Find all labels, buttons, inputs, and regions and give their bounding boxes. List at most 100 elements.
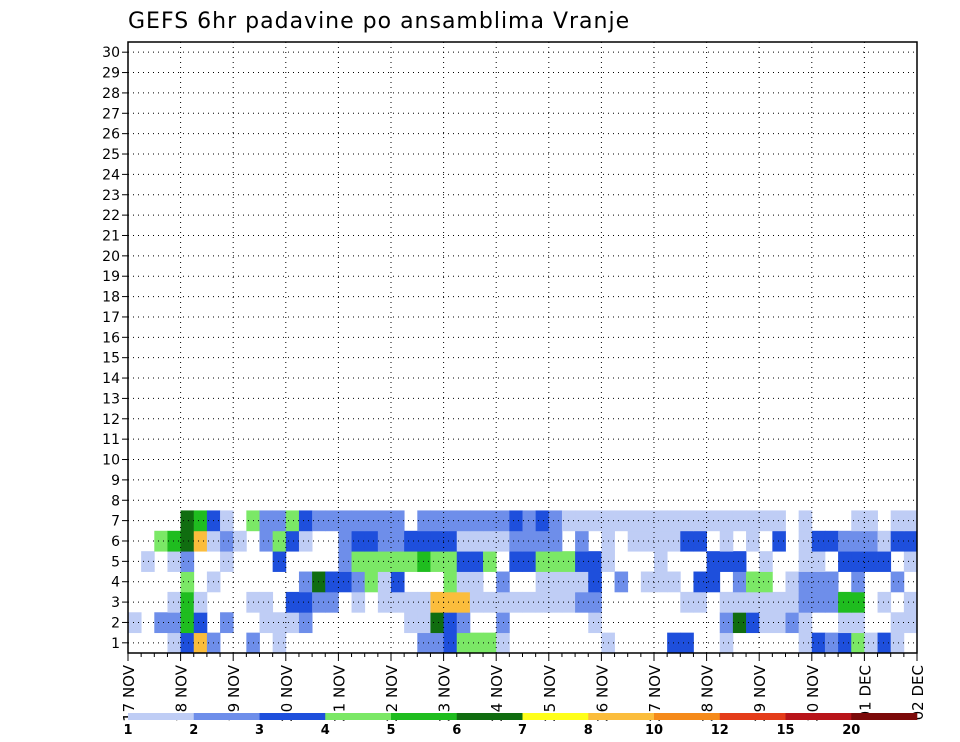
y-tick-label: 4: [111, 575, 120, 591]
heatmap-cell: [364, 551, 379, 572]
colorbar-label: 7: [518, 723, 527, 738]
heatmap-cell: [469, 530, 484, 552]
heatmap-cell: [903, 510, 918, 532]
y-tick-label: 24: [102, 167, 120, 183]
y-tick-label: 18: [102, 290, 120, 306]
heatmap-cell: [180, 510, 195, 532]
heatmap-cell: [890, 612, 905, 634]
heatmap-cell: [654, 571, 668, 593]
heatmap-cell: [903, 530, 918, 552]
colorbar-swatch: [654, 713, 721, 720]
colorbar-swatch: [785, 713, 852, 720]
heatmap-cell: [443, 530, 458, 552]
heatmap-cell: [430, 530, 444, 552]
x-tick-label: 21 NOV: [330, 664, 348, 722]
heatmap-cell: [220, 551, 234, 572]
y-tick-label: 30: [102, 45, 120, 61]
heatmap-cell: [469, 510, 484, 532]
colorbar-swatch: [193, 713, 260, 720]
heatmap-cell: [759, 612, 773, 634]
y-tick-label: 22: [102, 208, 120, 224]
heatmap-cell: [732, 612, 747, 634]
heatmap-cell: [824, 632, 839, 654]
heatmap-cell: [785, 571, 800, 593]
heatmap-cell: [417, 510, 431, 532]
heatmap-cell: [417, 551, 431, 572]
x-tick-label: 22 NOV: [383, 664, 401, 722]
heatmap-cell: [548, 551, 563, 572]
heatmap-cell: [824, 591, 839, 613]
colorbar-swatch: [128, 713, 195, 720]
heatmap-cell: [298, 510, 313, 532]
colorbar-label: 4: [321, 723, 330, 738]
y-tick-label: 8: [111, 493, 120, 509]
heatmap-cell: [180, 530, 195, 552]
heatmap-cell: [509, 551, 523, 572]
colorbar-label: 10: [645, 723, 663, 738]
heatmap-cell: [772, 510, 786, 532]
heatmap-cell: [259, 530, 274, 552]
heatmap-cell: [719, 591, 734, 613]
colorbar-label: 8: [584, 723, 593, 738]
colorbar-label: 6: [452, 723, 461, 738]
x-tick-label: 24 NOV: [488, 664, 506, 722]
heatmap-cell: [128, 612, 142, 634]
heatmap-cell: [272, 632, 287, 654]
heatmap-cell: [298, 571, 313, 593]
heatmap-cell: [338, 530, 352, 552]
y-tick-label: 13: [102, 391, 120, 407]
heatmap-cell: [496, 612, 510, 634]
heatmap-cell: [220, 510, 234, 532]
y-tick-label: 25: [102, 147, 120, 163]
heatmap-cell: [535, 530, 550, 552]
x-tick-label: 19 NOV: [225, 664, 243, 722]
heatmap-cell: [338, 551, 352, 572]
y-tick-label: 15: [102, 351, 120, 367]
heatmap-cell: [496, 571, 510, 593]
heatmap-cell: [864, 530, 878, 552]
heatmap-cell: [522, 510, 537, 532]
heatmap-cell: [377, 551, 392, 572]
heatmap-cell: [167, 612, 181, 634]
heatmap-cell: [167, 530, 181, 552]
heatmap-cell: [377, 510, 392, 532]
y-tick-label: 17: [102, 310, 120, 326]
y-tick-label: 23: [102, 188, 120, 204]
heatmap-cell: [575, 591, 589, 613]
heatmap-cell: [272, 551, 287, 572]
colorbar-swatch: [391, 713, 458, 720]
heatmap-cell: [285, 510, 300, 532]
heatmap-cell: [693, 571, 707, 593]
x-tick-label: 26 NOV: [593, 664, 611, 722]
heatmap-cell: [719, 510, 734, 532]
heatmap-cell: [193, 632, 208, 654]
heatmap-cell: [548, 591, 563, 613]
heatmap-cell: [338, 510, 352, 532]
heatmap-cell: [654, 551, 668, 572]
heatmap-cell: [167, 551, 181, 572]
heatmap-cell: [338, 571, 352, 593]
heatmap-cell: [746, 612, 760, 634]
heatmap-cell: [298, 591, 313, 613]
y-tick-label: 10: [102, 453, 120, 469]
heatmap-cell: [680, 530, 694, 552]
grid-lines: [128, 42, 917, 653]
heatmap-cell: [588, 551, 602, 572]
x-tick-label: 23 NOV: [436, 664, 454, 722]
heatmap-cell: [890, 510, 905, 532]
heatmap-cell: [693, 591, 707, 613]
heatmap-cell: [838, 591, 852, 613]
heatmap-cell: [588, 612, 602, 634]
heatmap-cell: [746, 530, 760, 552]
heatmap-cell: [575, 551, 589, 572]
heatmap-cell: [588, 571, 602, 593]
heatmap-cell: [141, 551, 155, 572]
heatmap-cell: [759, 571, 773, 593]
heatmap-cell: [824, 530, 839, 552]
heatmap-cell: [364, 571, 379, 593]
heatmap-cell: [391, 510, 405, 532]
y-tick-label: 20: [102, 249, 120, 265]
heatmap-cell: [798, 530, 813, 552]
heatmap-cell: [180, 591, 195, 613]
heatmap-cell: [575, 510, 589, 532]
